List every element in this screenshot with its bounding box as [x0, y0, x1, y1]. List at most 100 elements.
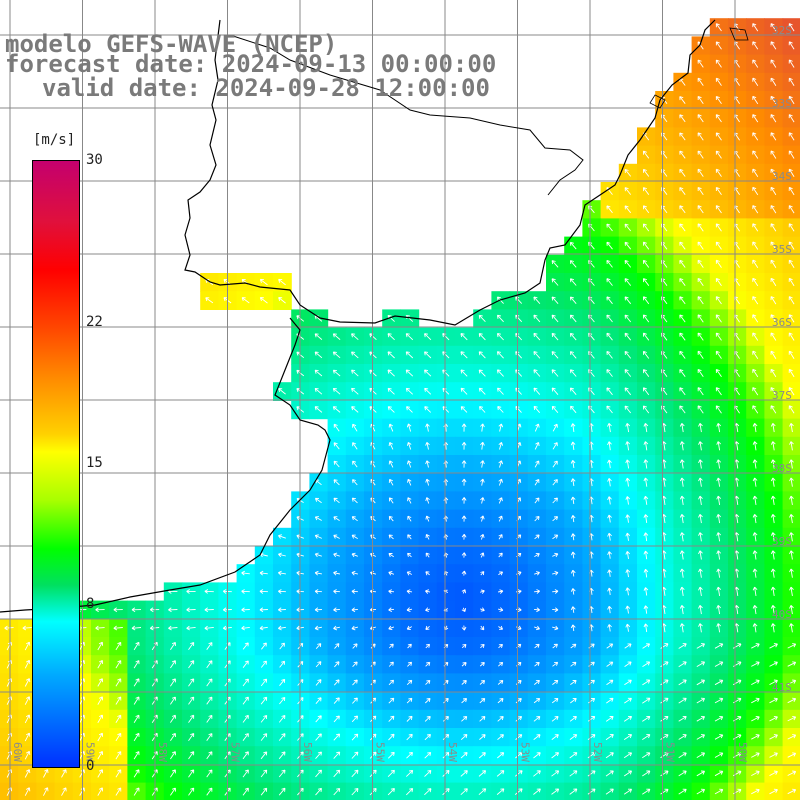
wind-arrow	[43, 787, 49, 796]
wind-arrow	[552, 570, 559, 576]
wind-arrow	[769, 661, 778, 667]
wind-arrow	[552, 479, 558, 486]
wind-arrow	[552, 552, 559, 558]
wind-arrow	[552, 679, 559, 685]
wind-arrow	[787, 697, 797, 704]
wind-arrow	[170, 678, 176, 687]
wind-arrow	[714, 679, 724, 686]
wind-arrow	[752, 59, 759, 68]
colorbar	[32, 160, 80, 768]
wind-arrow	[714, 752, 724, 758]
wind-arrow	[716, 495, 722, 505]
wind-arrow	[625, 550, 631, 559]
wind-arrow	[642, 187, 650, 195]
wind-arrow	[333, 479, 340, 486]
wind-arrow	[278, 534, 286, 539]
wind-arrow	[188, 751, 195, 760]
wind-arrow	[388, 478, 394, 486]
wind-arrow	[679, 422, 685, 433]
wind-arrow	[770, 296, 777, 305]
wind-arrow	[242, 733, 249, 741]
wind-arrow	[315, 679, 322, 686]
wind-arrow	[606, 278, 613, 286]
wind-arrow	[716, 459, 722, 469]
wind-arrow	[242, 642, 249, 650]
wind-arrow	[625, 605, 631, 614]
wind-arrow	[406, 751, 413, 759]
wind-arrow	[642, 643, 651, 649]
wind-arrow	[789, 459, 794, 469]
wind-arrow	[388, 423, 394, 432]
wind-arrow	[387, 788, 395, 796]
wind-arrow	[606, 223, 613, 232]
wind-arrow	[188, 732, 195, 742]
wind-arrow	[333, 552, 340, 558]
wind-arrow	[206, 642, 213, 650]
wind-arrow	[515, 716, 523, 722]
wind-arrow	[332, 369, 341, 377]
wind-arrow	[424, 369, 432, 377]
wind-arrow	[642, 788, 651, 795]
wind-arrow	[752, 114, 759, 123]
wind-arrow	[170, 751, 176, 760]
wind-arrow	[697, 95, 704, 105]
wind-arrow	[333, 442, 340, 450]
wind-arrow	[788, 41, 795, 50]
wind-arrow	[587, 788, 596, 795]
wind-arrow	[388, 733, 395, 741]
wind-arrow	[479, 406, 486, 413]
wind-arrow	[570, 459, 576, 468]
wind-arrow	[351, 570, 359, 576]
wind-arrow	[569, 752, 578, 759]
wind-arrow	[188, 787, 195, 796]
wind-arrow	[478, 351, 486, 359]
wind-arrow	[752, 368, 759, 378]
wind-arrow	[407, 478, 412, 486]
wind-arrow	[789, 495, 794, 505]
wind-arrow	[333, 733, 341, 741]
wind-arrow	[751, 770, 760, 776]
wind-arrow	[770, 168, 777, 177]
wind-arrow	[643, 587, 649, 596]
wind-arrow	[407, 552, 412, 558]
wind-arrow	[770, 405, 777, 414]
wind-speed-cell	[782, 54, 800, 74]
wind-arrow	[678, 679, 687, 686]
wind-arrow	[552, 607, 559, 613]
title-model: modelo GEFS-WAVE (NCEP)	[5, 30, 338, 58]
wind-arrow	[625, 514, 631, 523]
wind-arrow	[387, 351, 395, 359]
wind-arrow	[715, 186, 722, 196]
wind-arrow	[752, 41, 759, 50]
wind-arrow	[241, 297, 250, 304]
wind-arrow	[241, 625, 250, 631]
wind-arrow	[752, 241, 759, 250]
wind-arrow	[624, 259, 632, 268]
wind-arrow	[315, 751, 322, 759]
wind-arrow	[607, 569, 612, 577]
wind-arrow	[789, 532, 794, 542]
wind-arrow	[480, 478, 485, 486]
wind-arrow	[24, 787, 31, 796]
wind-arrow	[206, 660, 213, 669]
wind-arrow	[351, 625, 359, 631]
wind-arrow	[460, 734, 468, 741]
wind-arrow	[787, 715, 797, 722]
wind-arrow	[498, 571, 504, 576]
wind-arrow	[679, 550, 685, 560]
wind-speed-cell	[782, 345, 800, 365]
wind-arrow	[624, 643, 632, 649]
wind-arrow	[534, 460, 540, 468]
wind-arrow	[407, 497, 412, 504]
wind-arrow	[170, 714, 176, 723]
wind-arrow	[769, 697, 778, 704]
wind-arrow	[534, 607, 540, 613]
wind-arrow	[332, 406, 341, 413]
wind-arrow	[442, 369, 450, 377]
wind-arrow	[570, 697, 577, 704]
wind-arrow	[716, 568, 722, 578]
wind-arrow	[697, 150, 704, 159]
wind-arrow	[61, 787, 67, 796]
wind-arrow	[206, 714, 213, 723]
wind-arrow	[788, 132, 795, 141]
